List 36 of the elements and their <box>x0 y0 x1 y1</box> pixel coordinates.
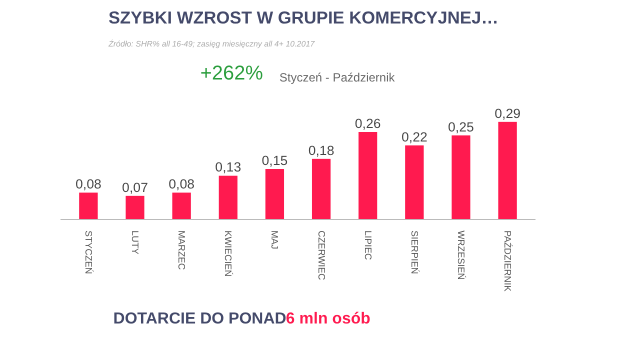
data-label: 0,26 <box>354 116 381 131</box>
bar <box>498 122 517 220</box>
data-label: 0,22 <box>401 129 428 144</box>
x-tick-label: LUTY <box>130 230 140 256</box>
chart-subtitle: Źródło: SHR% all 16-49; zasięg miesięczny all 4+ 10.2017 <box>108 40 316 48</box>
x-tick-label: WRZESIEŃ <box>456 230 467 280</box>
text: Styczeń - Październik <box>279 70 396 85</box>
bar <box>79 192 98 220</box>
x-tick-label: PAŹDZIERNIK <box>502 230 514 292</box>
bar <box>126 196 144 220</box>
text: DOTARCIE DO PONAD <box>113 310 286 328</box>
bar <box>218 176 238 220</box>
data-label: 0,13 <box>215 160 242 175</box>
data-label: 0,18 <box>308 142 334 158</box>
bar <box>265 168 284 220</box>
data-label: 0,25 <box>448 119 474 134</box>
data-label: 0,07 <box>122 180 148 195</box>
bar <box>312 158 331 220</box>
data-label: 0,15 <box>262 152 288 168</box>
x-tick-label: CZERWIEC <box>316 230 326 280</box>
x-tick-label: SIERPIEŃ <box>409 230 420 274</box>
bar <box>172 192 191 220</box>
text: 6 mln osób <box>286 310 371 328</box>
x-tick-label: LIPIEC <box>362 230 373 260</box>
x-tick-label: KWIECIEŃ <box>223 230 234 277</box>
bar <box>452 135 470 220</box>
bar <box>405 145 424 220</box>
x-tick-label: MARZEC <box>176 230 187 270</box>
chart-title: SZYBKI WZROST W GRUPIE KOMERCYJNEJ… <box>108 8 498 28</box>
text: +262% <box>200 62 264 85</box>
x-tick-label: STYCZEŃ <box>83 230 94 274</box>
data-label: 0,29 <box>494 106 521 121</box>
data-label: 0,08 <box>168 176 195 192</box>
x-tick-label: MAJ <box>270 230 280 250</box>
bar <box>358 132 378 220</box>
data-label: 0,08 <box>75 176 102 192</box>
